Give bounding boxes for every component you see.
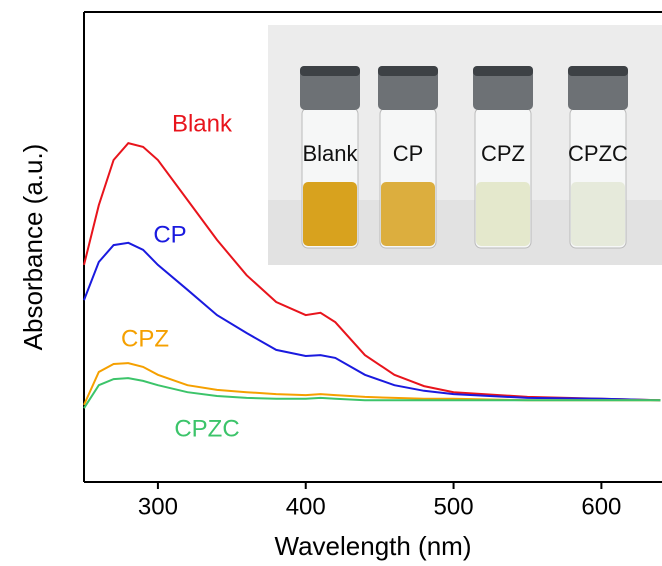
- vial-cap-top: [378, 66, 438, 76]
- vial-cap-top: [568, 66, 628, 76]
- x-tick-label: 400: [286, 493, 326, 520]
- vial-liquid: [476, 182, 530, 246]
- vial-liquid: [571, 182, 625, 246]
- y-axis-title: Absorbance (a.u.): [18, 144, 48, 351]
- x-axis-title: Wavelength (nm): [275, 531, 472, 561]
- x-tick-label: 300: [138, 493, 178, 520]
- inset-label: CPZC: [568, 141, 628, 166]
- inset-label: Blank: [302, 141, 358, 166]
- series-label: Blank: [172, 110, 233, 137]
- inset-label: CP: [393, 141, 424, 166]
- x-tick-label: 600: [581, 493, 621, 520]
- series-label: CP: [153, 221, 186, 248]
- vial-cap-top: [473, 66, 533, 76]
- vial-cap-top: [300, 66, 360, 76]
- vial-liquid: [303, 182, 357, 246]
- inset-label: CPZ: [481, 141, 525, 166]
- page: {"chart_data": {"type": "line", "xlabel"…: [0, 0, 662, 566]
- series-label: CPZC: [174, 415, 239, 442]
- x-tick-label: 500: [434, 493, 474, 520]
- chart: Absorbance (a.u.) Wavelength (nm) Blank C…: [0, 0, 662, 566]
- series-label: CPZ: [121, 325, 169, 352]
- vial-liquid: [381, 182, 435, 246]
- series-line: [84, 243, 661, 400]
- series-line: [84, 378, 661, 408]
